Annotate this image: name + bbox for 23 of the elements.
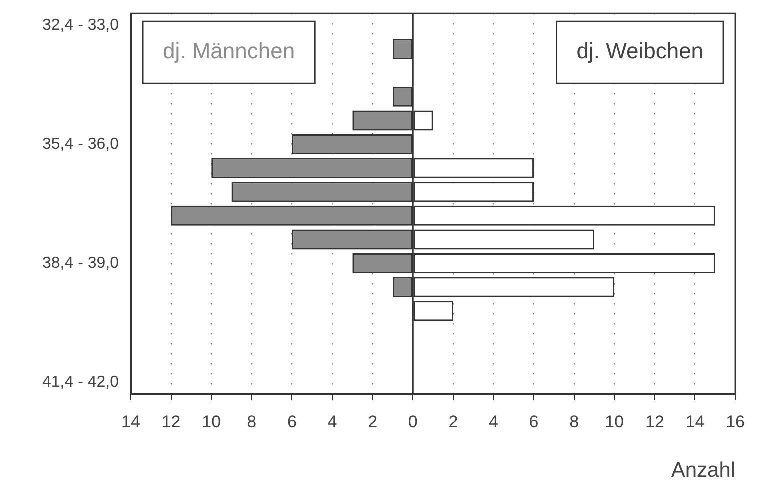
y-tick-label: 41,4 - 42,0 bbox=[42, 374, 120, 391]
x-tick-label: 10 bbox=[605, 412, 624, 432]
x-tick-label: 2 bbox=[368, 412, 378, 432]
x-tick-label: 14 bbox=[122, 412, 140, 432]
x-tick-label: 10 bbox=[202, 412, 222, 432]
x-tick-label: 2 bbox=[448, 412, 458, 432]
text: dj. Weibchen bbox=[576, 38, 704, 64]
x-tick-label: 6 bbox=[287, 412, 297, 432]
x-tick-label: 12 bbox=[162, 412, 181, 432]
x-tick-label: 0 bbox=[408, 412, 418, 432]
x-axis-title: Anzahl bbox=[671, 459, 736, 482]
x-tick-label: 4 bbox=[328, 412, 338, 432]
y-tick-label: 35,4 - 36,0 bbox=[42, 136, 120, 153]
y-tick-label: 38,4 - 39,0 bbox=[42, 254, 120, 272]
x-tick-label: 4 bbox=[488, 412, 498, 432]
x-tick-label: 8 bbox=[247, 412, 257, 432]
y-tick-label: 32,4 - 33,0 bbox=[42, 16, 120, 34]
text: dj. Männchen bbox=[163, 38, 296, 64]
x-tick-label: 12 bbox=[645, 412, 664, 432]
x-tick-label: 6 bbox=[529, 412, 539, 432]
x-tick-label: 8 bbox=[570, 412, 580, 432]
x-tick-label: 14 bbox=[686, 412, 705, 432]
x-tick-label: 16 bbox=[726, 412, 746, 432]
